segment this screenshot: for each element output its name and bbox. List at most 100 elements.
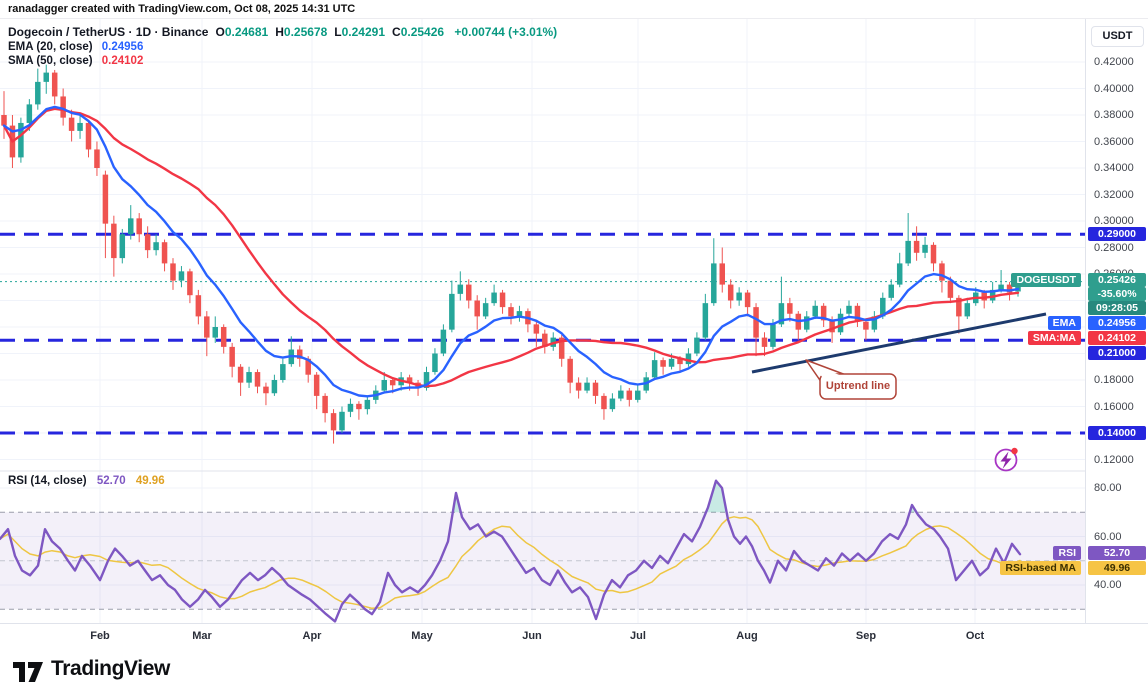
- candle-body: [651, 360, 658, 378]
- rsi-line: [0, 479, 1022, 623]
- candle-body: [896, 263, 903, 285]
- usdt-button[interactable]: USDT: [1091, 26, 1144, 47]
- price-tick-label: 0.18000: [1094, 374, 1134, 386]
- rsi-tick-label: 40.00: [1094, 579, 1122, 591]
- candle-body: [322, 395, 328, 414]
- candle-body: [863, 321, 869, 330]
- time-axis-label: Oct: [965, 630, 985, 642]
- candle-body: [128, 218, 134, 235]
- candle-body: [449, 293, 455, 330]
- price-tick-label: 0.40000: [1094, 82, 1134, 95]
- candle-body: [297, 349, 303, 359]
- candle-body: [313, 374, 320, 396]
- candle-body: [111, 223, 117, 259]
- rsi-tick-label: 80.00: [1094, 482, 1122, 494]
- candle-body: [736, 292, 742, 301]
- candle-body: [381, 380, 387, 391]
- time-axis[interactable]: Feb Mar Apr May Jun Jul Aug Sep Oct: [0, 623, 1148, 650]
- lightning-marker-icon[interactable]: [994, 447, 1018, 472]
- candle-body: [626, 390, 633, 400]
- price-tick-label: 0.12000: [1094, 453, 1134, 466]
- candle-body: [922, 244, 928, 253]
- candle-body: [998, 284, 1004, 290]
- time-axis-label: Jun: [522, 630, 542, 642]
- candle-body: [499, 292, 506, 308]
- candle-body: [229, 346, 235, 367]
- candle-body: [820, 305, 827, 321]
- candle-body: [635, 390, 641, 400]
- candle-body: [618, 390, 624, 399]
- candle-body: [947, 280, 954, 298]
- candle-body: [440, 329, 447, 354]
- candle-body: [271, 380, 278, 394]
- candle-body: [939, 263, 945, 281]
- candle-body: [989, 289, 996, 301]
- price-chart-canvas[interactable]: [0, 19, 1085, 623]
- candle-body: [770, 324, 776, 347]
- ema-price-badge: 0.24956: [1088, 316, 1146, 330]
- candle-body: [263, 386, 269, 394]
- candle-body: [330, 413, 337, 431]
- candle-body: [77, 122, 83, 131]
- ema-line: [2, 105, 1020, 398]
- level-14-badge: 0.14000: [1088, 426, 1146, 440]
- time-axis-label: May: [411, 630, 433, 642]
- change-percent-badge: -35.60%: [1088, 287, 1146, 301]
- candle-body: [601, 395, 607, 410]
- tradingview-logo-text: TradingView: [51, 657, 170, 680]
- candle-body: [119, 234, 126, 259]
- tradingview-logo[interactable]: TradingView: [12, 651, 170, 687]
- candle-body: [212, 327, 218, 338]
- candle-body: [677, 358, 683, 365]
- candle-body: [685, 353, 692, 365]
- price-tick-label: 0.38000: [1094, 109, 1134, 121]
- candle-body: [854, 305, 861, 322]
- candle-body: [778, 303, 785, 325]
- rsi-tick-label: 60.00: [1094, 530, 1122, 543]
- candle-body: [660, 360, 666, 367]
- candle-body: [905, 240, 911, 264]
- candle-body: [432, 353, 438, 373]
- candle-body: [305, 358, 311, 375]
- candle-body: [161, 242, 168, 264]
- candle-body: [60, 96, 66, 118]
- level-21-badge: 0.21000: [1088, 346, 1146, 360]
- candle-body: [558, 337, 565, 359]
- candle-body: [871, 316, 878, 330]
- candle-body: [846, 305, 852, 314]
- candle-body: [1, 115, 7, 126]
- candle-body: [220, 327, 227, 347]
- candle-body: [51, 72, 58, 97]
- candle-body: [26, 104, 33, 123]
- price-scale[interactable]: USDT 0.42000 0.40000 0.38000 0.36000 0.34000…: [1085, 19, 1148, 623]
- rsi-ma-line: [0, 516, 1021, 610]
- candle-body: [187, 271, 193, 296]
- candle-body: [178, 271, 185, 281]
- price-tick-label: 0.32000: [1094, 188, 1134, 201]
- callout-tail-mask: [812, 364, 842, 382]
- candle-body: [457, 284, 464, 294]
- candle-body: [347, 403, 354, 412]
- candle-body: [195, 295, 202, 317]
- rsi-ma-value-badge: 49.96: [1088, 561, 1146, 575]
- candle-body: [68, 117, 75, 131]
- callout-bubble[interactable]: [819, 373, 897, 400]
- candle-body: [516, 311, 523, 317]
- time-axis-label: Apr: [302, 630, 322, 642]
- candle-body: [533, 324, 540, 334]
- candle-body: [592, 382, 599, 396]
- candle-body: [930, 244, 937, 264]
- price-tick-label: 0.30000: [1094, 215, 1134, 227]
- price-tick-label: 0.34000: [1094, 162, 1134, 174]
- tradingview-logo-icon: [13, 662, 43, 682]
- time-axis-label: Aug: [736, 630, 758, 642]
- sma-line: [2, 107, 1020, 388]
- candle-body: [542, 333, 548, 347]
- candle-body: [753, 307, 759, 338]
- time-axis-label: Sep: [855, 630, 877, 642]
- candle-body: [913, 240, 920, 253]
- candle-body: [153, 242, 159, 251]
- candle-body: [237, 366, 244, 383]
- candle-body: [888, 284, 894, 298]
- candle-body: [254, 372, 261, 387]
